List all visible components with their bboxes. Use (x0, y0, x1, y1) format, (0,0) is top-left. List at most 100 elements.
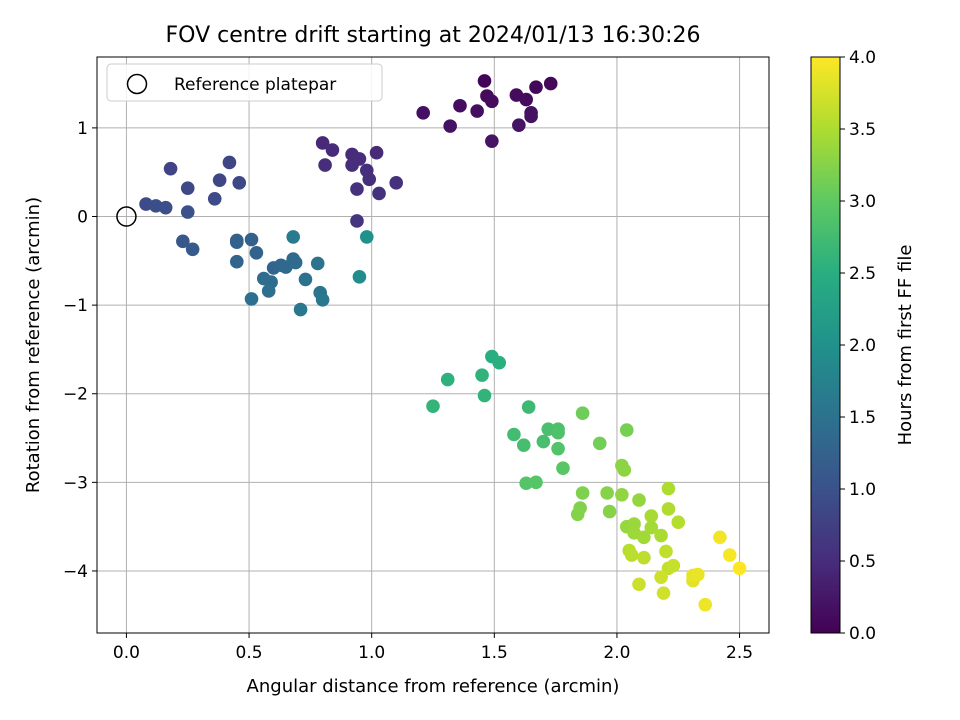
scatter-point (492, 355, 507, 370)
scatter-point (244, 292, 259, 306)
scatter-point (185, 242, 200, 257)
y-axis-label: Rotation from reference (arcmin) (23, 197, 44, 493)
chart-title: FOV centre drift starting at 2024/01/13 … (166, 23, 701, 48)
scatter-point (713, 530, 727, 545)
scatter-point (615, 487, 629, 502)
y-axis-ticks: −4 −3 −2 −1 0 1 (63, 119, 97, 582)
scatter-point (440, 372, 455, 387)
scatter-point (507, 427, 521, 442)
scatter-point (315, 136, 330, 150)
scatter-point (176, 234, 190, 249)
x-tick-label: 0.5 (236, 643, 263, 663)
colorbar-tick-label: 1.5 (849, 408, 876, 428)
colorbar-tick-label: 0.0 (849, 624, 876, 644)
scatter-point (470, 104, 484, 118)
scatter-point (315, 293, 330, 307)
scatter-point (389, 176, 404, 190)
colorbar: 0.0 0.5 1.0 1.5 2.0 2.5 3.0 3.5 4.0 Hours from f… (810, 48, 916, 644)
scatter-point (485, 94, 499, 109)
colorbar-tick-label: 3.5 (849, 120, 876, 140)
scatter-point (659, 544, 673, 559)
colorbar-tick-label: 3.0 (849, 192, 876, 212)
scatter-point (310, 256, 325, 271)
scatter-point (656, 586, 671, 600)
y-tick-label: −3 (63, 473, 88, 493)
scatter-point (288, 255, 303, 270)
colorbar-gradient (810, 56, 841, 634)
scatter-point (575, 486, 590, 500)
scatter-point (485, 134, 499, 148)
scatter-point (654, 570, 668, 584)
scatter-point (293, 302, 308, 317)
scatter-point (698, 597, 713, 612)
scatter-point (443, 119, 457, 133)
scatter-point (600, 486, 614, 500)
scatter-point (519, 92, 533, 107)
scatter-point (619, 423, 634, 437)
scatter-point (350, 214, 364, 228)
scatter-point (453, 98, 467, 113)
plot-frame (96, 56, 770, 634)
scatter-point (722, 548, 737, 562)
scatter-point (207, 191, 222, 206)
reference-platepar-marker (116, 206, 137, 227)
legend-label: Reference platepar (174, 75, 336, 95)
x-tick-label: 2.5 (726, 643, 753, 663)
colorbar-tick-label: 4.0 (849, 48, 876, 68)
scatter-point (286, 230, 301, 244)
scatter-point (570, 507, 585, 522)
y-tick-label: 0 (77, 208, 88, 228)
scatter-point (602, 504, 617, 519)
scatter-point (524, 109, 538, 124)
colorbar-label: Hours from first FF file (895, 245, 916, 446)
scatter-point (426, 399, 440, 413)
scatter-point (666, 558, 681, 573)
scatter-point (416, 106, 430, 120)
scatter-point (592, 436, 607, 451)
y-tick-label: −1 (63, 296, 88, 316)
legend: Reference platepar (106, 63, 383, 102)
scatter-point (222, 155, 237, 170)
scatter-point (244, 232, 259, 247)
x-tick-label: 1.5 (481, 643, 508, 663)
legend-marker-icon (126, 73, 148, 95)
scatter-point (556, 461, 570, 475)
scatter-point (654, 528, 668, 543)
scatter-point (352, 269, 367, 284)
scatter-point (158, 200, 173, 215)
scatter-point (575, 406, 590, 421)
scatter-point (644, 520, 659, 535)
scatter-point (516, 438, 531, 452)
scatter-point (477, 74, 492, 88)
scatter-point (212, 173, 227, 187)
scatter-point (632, 577, 646, 592)
scatter-point (637, 550, 651, 565)
colorbar-tick-label: 2.5 (849, 264, 876, 284)
scatter-point (229, 235, 244, 250)
scatter-point (362, 172, 377, 187)
x-axis-ticks: 0.0 0.5 1.0 1.5 2.0 2.5 (113, 633, 753, 663)
y-tick-label: 1 (77, 119, 88, 139)
scatter-point (249, 246, 264, 260)
scatter-point (477, 388, 492, 403)
scatter-point (350, 182, 364, 196)
scatter-point (637, 530, 651, 545)
colorbar-ticks: 0.0 0.5 1.0 1.5 2.0 2.5 3.0 3.5 4.0 (840, 48, 876, 644)
scatter-point (551, 425, 565, 440)
x-axis-label: Angular distance from reference (arcmin) (247, 676, 620, 697)
scatter-point (261, 284, 276, 298)
scatter-point (325, 143, 340, 157)
scatter-point (229, 254, 244, 269)
scatter-point (180, 181, 195, 195)
y-tick-label: −2 (63, 385, 88, 405)
plot-area: 0.0 0.5 1.0 1.5 2.0 2.5 −4 −3 −2 −1 0 1 (63, 56, 770, 663)
scatter-point (345, 158, 359, 172)
scatter-point (475, 368, 489, 382)
scatter-point (163, 161, 178, 176)
scatter-point (529, 475, 543, 490)
scatter-point (519, 476, 533, 491)
scatter-point (372, 186, 386, 201)
scatter-point (644, 509, 659, 523)
colorbar-tick-label: 1.0 (849, 480, 876, 500)
